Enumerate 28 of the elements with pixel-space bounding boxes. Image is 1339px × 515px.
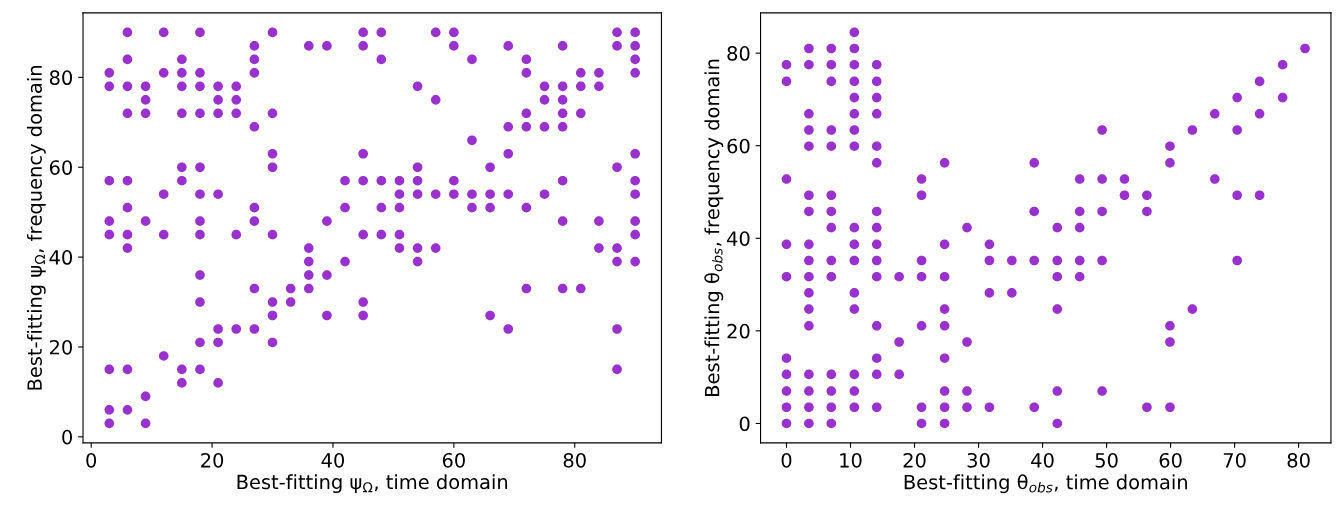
x-tick-label: 10 [840, 452, 862, 468]
x-tick-label: 80 [1287, 452, 1310, 468]
x-tick-label: 70 [1223, 452, 1246, 468]
x-tick-label: 60 [442, 452, 465, 468]
y-tick-label: 60 [727, 138, 750, 154]
x-tick-label: 0 [781, 452, 792, 468]
y-tick-label: 20 [49, 339, 72, 355]
y-tick-label: 20 [727, 323, 750, 339]
y-tick-label: 40 [49, 250, 72, 265]
y-tick-label: 60 [49, 160, 72, 175]
y-tick-label: 80 [49, 70, 72, 86]
x-tick-label: 40 [321, 452, 345, 468]
x-tick-label: 40 [1031, 452, 1054, 468]
x-tick-label: 50 [1095, 452, 1118, 468]
y-tick-label: 0 [739, 416, 750, 432]
y-tick-label: 80 [727, 46, 750, 61]
y-tick-label: 0 [62, 429, 72, 445]
x-tick-label: 20 [201, 452, 224, 468]
x-tick-label: 60 [1159, 452, 1182, 468]
x-tick-label: 0 [86, 452, 97, 468]
y-axis-title: Best-fitting θ$_{obs}$, frequency domain [704, 59, 724, 396]
x-axis-title: Best-fitting ψ$_{Ω}$, time domain [237, 474, 508, 494]
x-tick-label: 80 [563, 452, 586, 468]
x-tick-label: 20 [903, 452, 926, 468]
y-axis-title: Best-fitting ψ$_{Ω}$, frequency domain [26, 66, 46, 390]
x-tick-label: 30 [967, 452, 990, 468]
x-axis-title: Best-fitting θ$_{obs}$, time domain [904, 474, 1187, 494]
y-tick-label: 40 [727, 231, 750, 246]
